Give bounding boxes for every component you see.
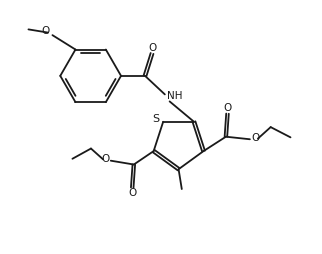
Text: O: O: [251, 133, 260, 143]
Text: O: O: [101, 154, 109, 164]
Text: S: S: [153, 114, 160, 124]
Text: O: O: [223, 103, 232, 113]
Text: NH: NH: [167, 91, 182, 101]
Text: O: O: [41, 26, 50, 36]
Text: O: O: [128, 188, 136, 198]
Text: O: O: [148, 43, 156, 53]
